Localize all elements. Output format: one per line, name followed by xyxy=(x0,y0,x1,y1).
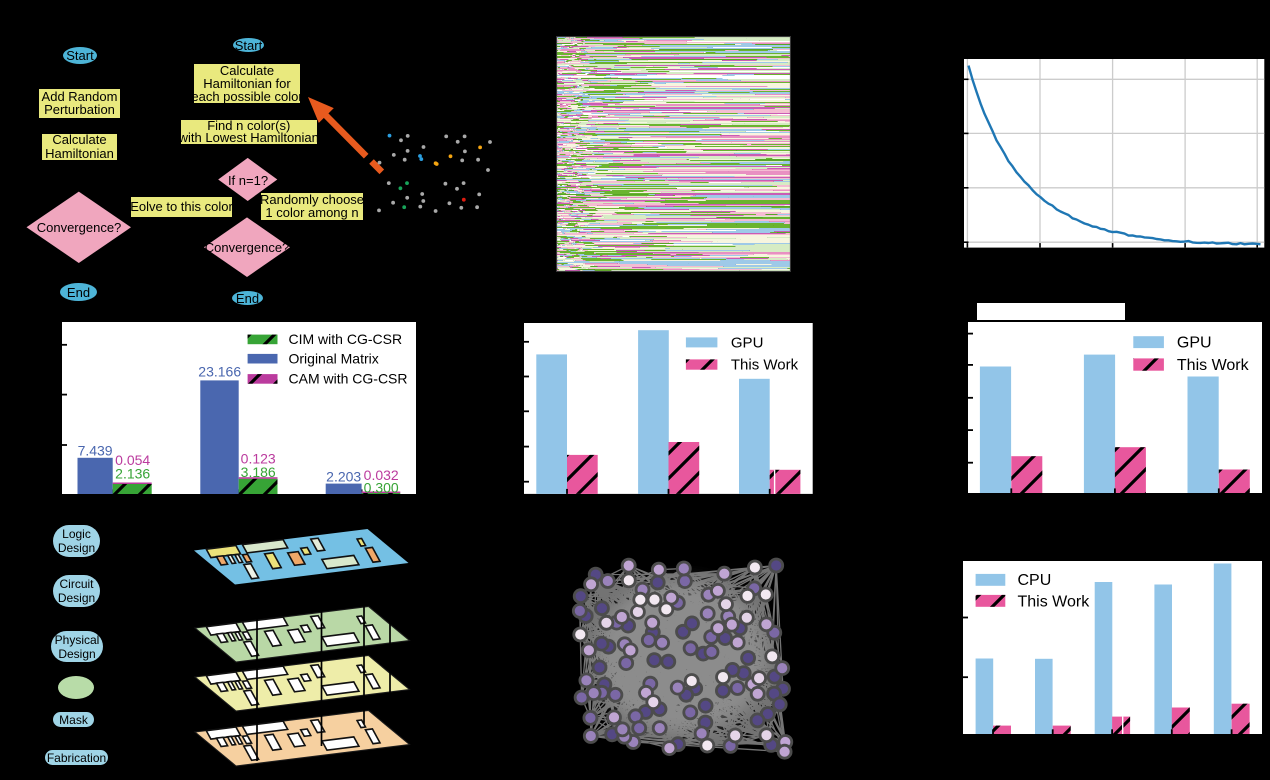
svg-text:7.439: 7.439 xyxy=(78,442,113,458)
svg-text:CPU: CPU xyxy=(1018,572,1052,589)
svg-text:0.300: 0.300 xyxy=(364,479,399,493)
svg-text:0.054: 0.054 xyxy=(115,452,150,468)
svg-text:Original Matrix: Original Matrix xyxy=(289,350,379,366)
svg-text:GPU: GPU xyxy=(731,334,764,351)
svg-text:CIM with CG-CSR: CIM with CG-CSR xyxy=(289,331,403,347)
svg-text:0.123: 0.123 xyxy=(241,450,276,466)
svg-text:0.032: 0.032 xyxy=(364,467,399,483)
svg-text:This Work: This Work xyxy=(1176,357,1249,374)
svg-text:2.136: 2.136 xyxy=(115,465,150,481)
svg-text:CAM with CG-CSR: CAM with CG-CSR xyxy=(289,370,408,386)
svg-text:23.166: 23.166 xyxy=(199,363,242,379)
svg-text:2.203: 2.203 xyxy=(326,468,361,484)
svg-text:GPU: GPU xyxy=(1176,335,1211,352)
svg-text:This Work: This Work xyxy=(1018,593,1091,610)
svg-text:This Work: This Work xyxy=(731,356,799,373)
svg-text:3.186: 3.186 xyxy=(241,464,276,480)
